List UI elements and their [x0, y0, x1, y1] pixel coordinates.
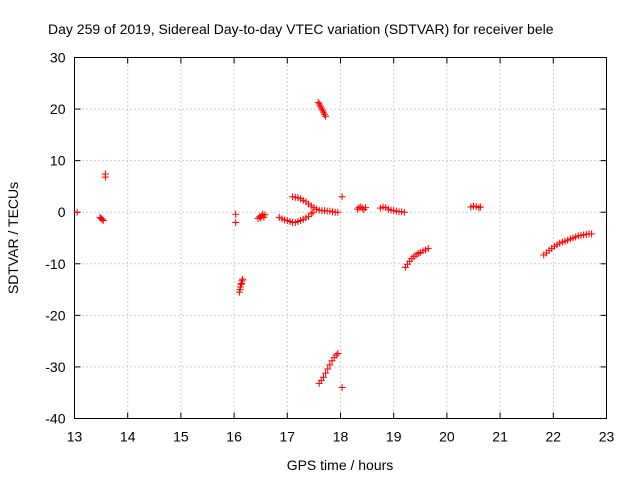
data-point: [338, 384, 346, 392]
data-point: [237, 280, 245, 288]
data-point: [476, 203, 484, 211]
data-point: [326, 361, 334, 369]
x-tick-labels: 13 14 15 16 17 18 19 20 21 22 23: [67, 429, 615, 445]
data-points: [73, 98, 596, 392]
x-tick-label: 21: [492, 429, 508, 445]
x-tick-label: 20: [439, 429, 455, 445]
data-point: [232, 219, 240, 227]
y-tick-label: 30: [50, 50, 66, 66]
chart-title: Day 259 of 2019, Sidereal Day-to-day VTE…: [48, 21, 554, 37]
data-point: [334, 208, 342, 216]
data-point: [322, 369, 330, 377]
y-tick-label: 20: [50, 101, 66, 117]
data-point: [101, 170, 109, 178]
data-point: [239, 275, 247, 283]
data-point: [332, 351, 340, 359]
data-point: [588, 230, 596, 238]
plot-frame: [74, 57, 607, 419]
x-tick-label: 19: [386, 429, 402, 445]
x-tick-label: 15: [173, 429, 189, 445]
data-point: [98, 215, 106, 223]
x-tick-label: 17: [280, 429, 296, 445]
x-tick-label: 14: [120, 429, 136, 445]
data-point: [319, 373, 327, 381]
data-point: [338, 193, 346, 201]
data-point: [309, 208, 317, 216]
y-tick-label: -20: [45, 307, 65, 323]
grid-lines: [74, 57, 607, 419]
data-point: [322, 112, 330, 120]
data-point: [99, 216, 107, 224]
data-point: [355, 204, 363, 212]
data-point: [232, 210, 240, 218]
data-point: [334, 350, 342, 358]
data-point: [73, 208, 81, 216]
data-point: [314, 98, 322, 106]
x-tick-label: 22: [546, 429, 562, 445]
x-tick-label: 23: [599, 429, 615, 445]
x-tick-label: 18: [333, 429, 349, 445]
data-point: [324, 365, 332, 373]
data-point: [261, 211, 269, 219]
data-point: [475, 204, 483, 212]
data-point: [358, 204, 366, 212]
y-tick-label: 0: [58, 204, 66, 220]
y-tick-label: 10: [50, 153, 66, 169]
x-tick-label: 16: [226, 429, 242, 445]
data-point: [238, 277, 246, 285]
data-point: [424, 244, 432, 252]
y-tick-label: -10: [45, 256, 65, 272]
y-tick-labels: 30 20 10 0 -10 -20 -30 -40: [45, 50, 65, 427]
y-tick-label: -40: [45, 411, 65, 427]
x-axis-label: GPS time / hours: [287, 457, 394, 473]
data-point: [362, 204, 370, 212]
y-axis-label: SDTVAR / TECUs: [5, 182, 21, 294]
y-tick-label: -30: [45, 359, 65, 375]
data-point: [400, 208, 408, 216]
data-point: [307, 210, 315, 218]
x-tick-label: 13: [67, 429, 83, 445]
